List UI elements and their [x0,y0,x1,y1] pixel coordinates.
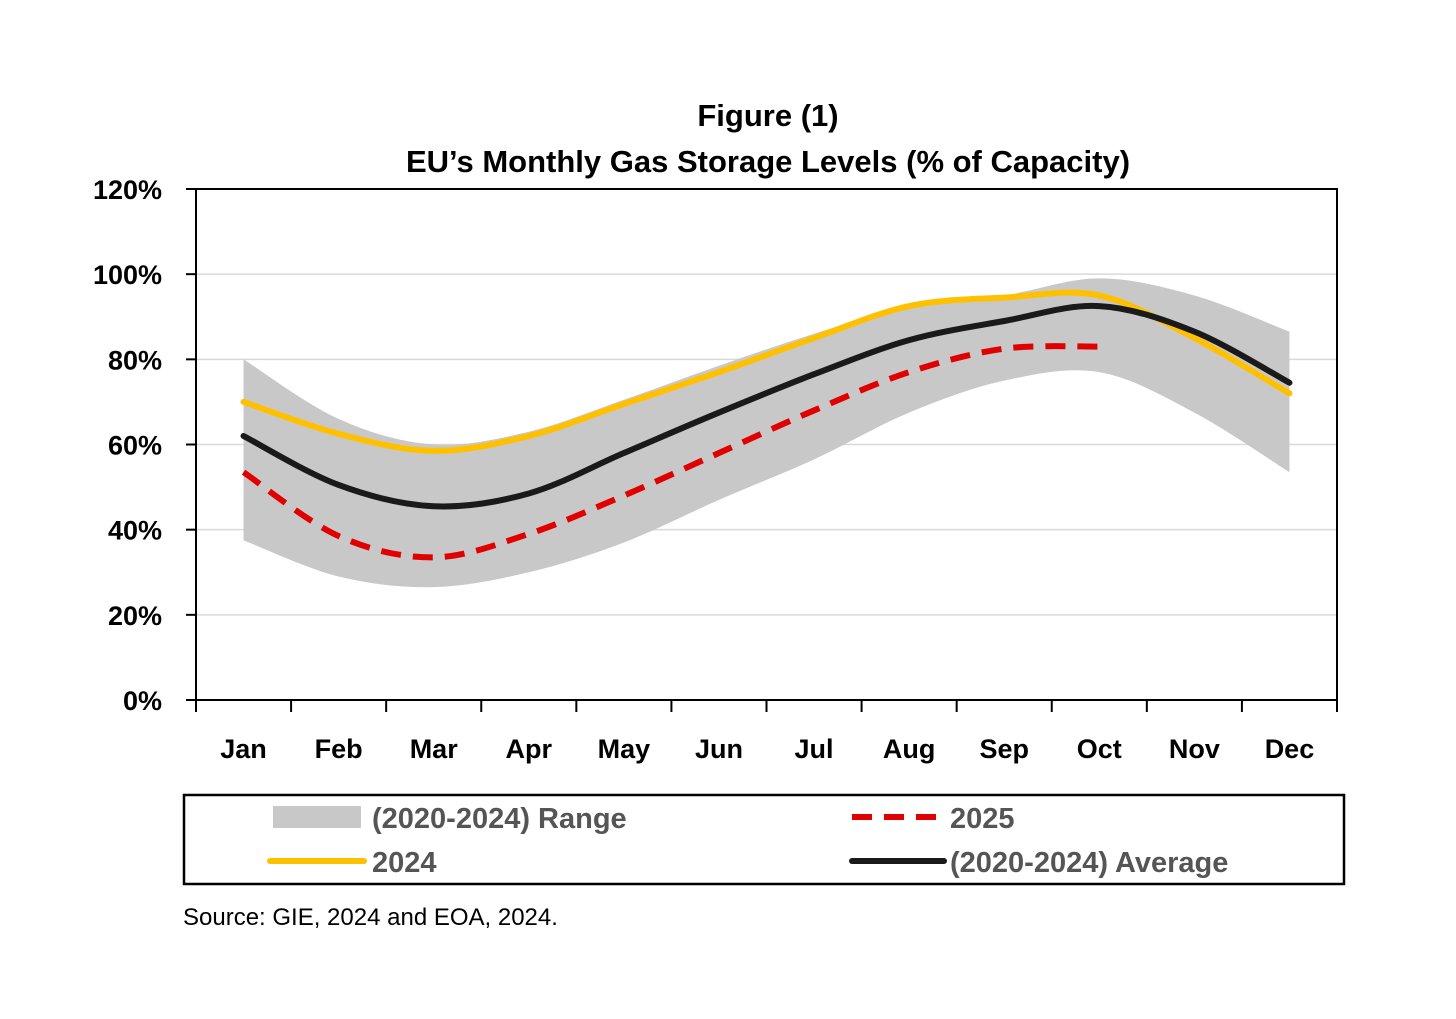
x-tick-label-aug: Aug [883,734,935,764]
source-note: Source: GIE, 2024 and EOA, 2024. [183,904,558,931]
legend-box [182,793,1346,886]
y-tick-label-60: 60% [108,431,162,461]
x-tick-label-jul: Jul [795,734,834,764]
x-axis: Jan Feb Mar Apr May Jun Jul Aug Sep Oct Nov Dec [195,700,1338,764]
x-tick-label-nov: Nov [1169,734,1220,764]
chart-title: Figure (1) [697,98,838,133]
y-tick-label-20: 20% [108,601,162,631]
x-tick-label-sep: Sep [979,734,1029,764]
x-tick-label-apr: Apr [506,734,553,764]
x-tick-label-jan: Jan [220,734,267,764]
y-tick-label-120: 120% [93,175,162,205]
series-lines-layer [240,289,1293,561]
legend-label-2024: 2024 [372,847,437,879]
y-tick-label-40: 40% [108,516,162,546]
chart-subtitle: EU’s Monthly Gas Storage Levels (% of Ca… [406,144,1130,179]
range-band [243,278,1290,588]
x-tick-label-mar: Mar [410,734,459,764]
x-tick-label-feb: Feb [315,734,363,764]
y-tick-label-100: 100% [93,260,162,290]
y-axis: 0% 20% 40% 60% 80% 100% 120% [93,175,196,716]
legend: (2020-2024) Range 2025 2024 (2020-2024) … [182,793,1346,886]
legend-label-average: (2020-2024) Average [950,847,1228,879]
legend-swatch-range [273,806,361,828]
y-tick-label-0: 0% [123,686,162,716]
x-tick-label-jun: Jun [695,734,743,764]
series-line-2020-2024-average [240,302,1293,510]
y-tick-label-80: 80% [108,345,162,375]
series-line-2024 [240,289,1293,454]
series-line-2025 [241,343,1100,561]
x-tick-label-oct: Oct [1077,734,1122,764]
range-band-layer [243,278,1290,588]
x-tick-label-dec: Dec [1265,734,1315,764]
legend-label-range: (2020-2024) Range [372,803,627,835]
x-tick-label-may: May [598,734,651,764]
legend-label-2025: 2025 [950,803,1015,835]
